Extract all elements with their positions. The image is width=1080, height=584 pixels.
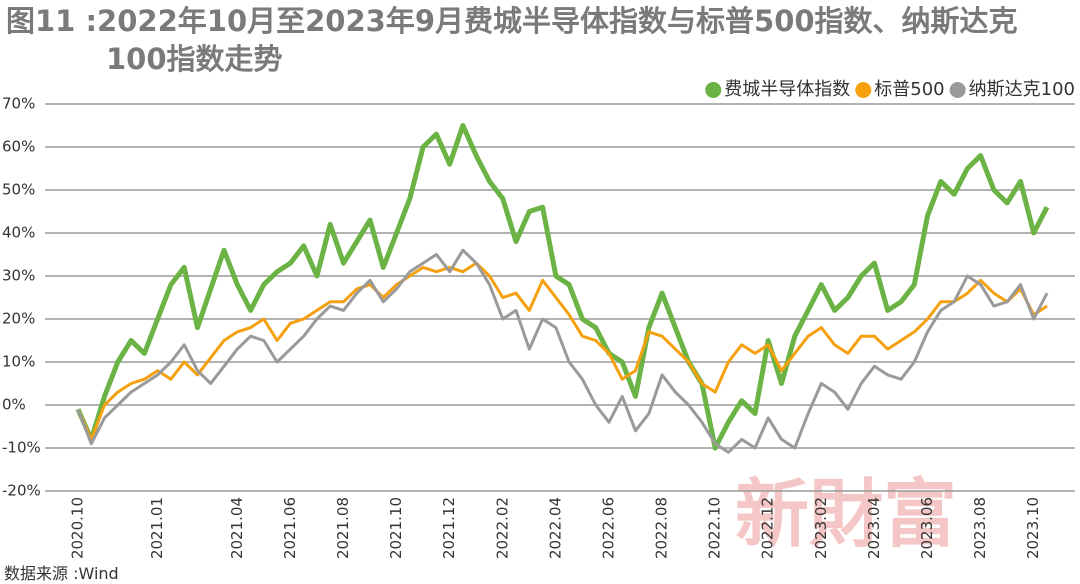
x-tick-label: 2021.10: [387, 497, 405, 559]
x-tick-label: 2023.10: [1024, 497, 1042, 559]
x-tick-label: 2022.04: [546, 497, 564, 559]
legend-label: 费城半导体指数: [724, 79, 850, 100]
x-tick-label: 2020.10: [69, 497, 87, 559]
y-tick-label: 10%: [2, 353, 35, 371]
x-tick-label: 2023.04: [865, 497, 883, 559]
x-tick-label: 2023.08: [971, 497, 989, 559]
legend-marker: [855, 82, 872, 98]
y-tick-label: 50%: [2, 181, 35, 199]
x-tick-label: 2023.02: [812, 497, 830, 559]
chart-title: 图11 :2022年10月至2023年9月费城半导体指数与标普500指数、纳斯达…: [6, 4, 1018, 76]
x-tick-label: 2023.06: [918, 497, 936, 559]
x-tick-label: 2021.08: [334, 497, 352, 559]
x-tick-label: 2022.06: [599, 497, 617, 559]
x-tick-label: 2022.12: [759, 497, 777, 559]
x-tick-label: 2022.08: [653, 497, 671, 559]
series-line: [76, 248, 1049, 454]
legend-label: 标普500: [874, 79, 944, 100]
y-tick-label: -10%: [2, 439, 41, 457]
y-tick-label: 60%: [2, 138, 35, 156]
y-tick-label: -20%: [2, 482, 41, 500]
y-tick-label: 40%: [2, 224, 35, 242]
watermark: 新財富: [735, 472, 957, 558]
series-line: [76, 261, 1048, 441]
x-tick-label: 2021.06: [281, 497, 299, 559]
y-tick-label: 70%: [2, 95, 35, 113]
legend-label: 纳斯达克100: [969, 79, 1075, 100]
y-tick-label: 30%: [2, 267, 35, 285]
series-line: [75, 123, 1050, 451]
x-tick-label: 2021.12: [440, 497, 458, 559]
x-tick-label: 2022.02: [493, 497, 511, 559]
y-tick-label: 20%: [2, 310, 35, 328]
legend-marker: [949, 82, 966, 98]
legend-marker: [705, 82, 722, 98]
x-tick-label: 2021.04: [228, 497, 246, 559]
x-tick-label: 2021.01: [148, 497, 166, 559]
x-tick-label: 2022.10: [706, 497, 724, 559]
y-tick-label: 0%: [2, 396, 26, 414]
source-note: 数据来源 :Wind: [4, 564, 119, 583]
